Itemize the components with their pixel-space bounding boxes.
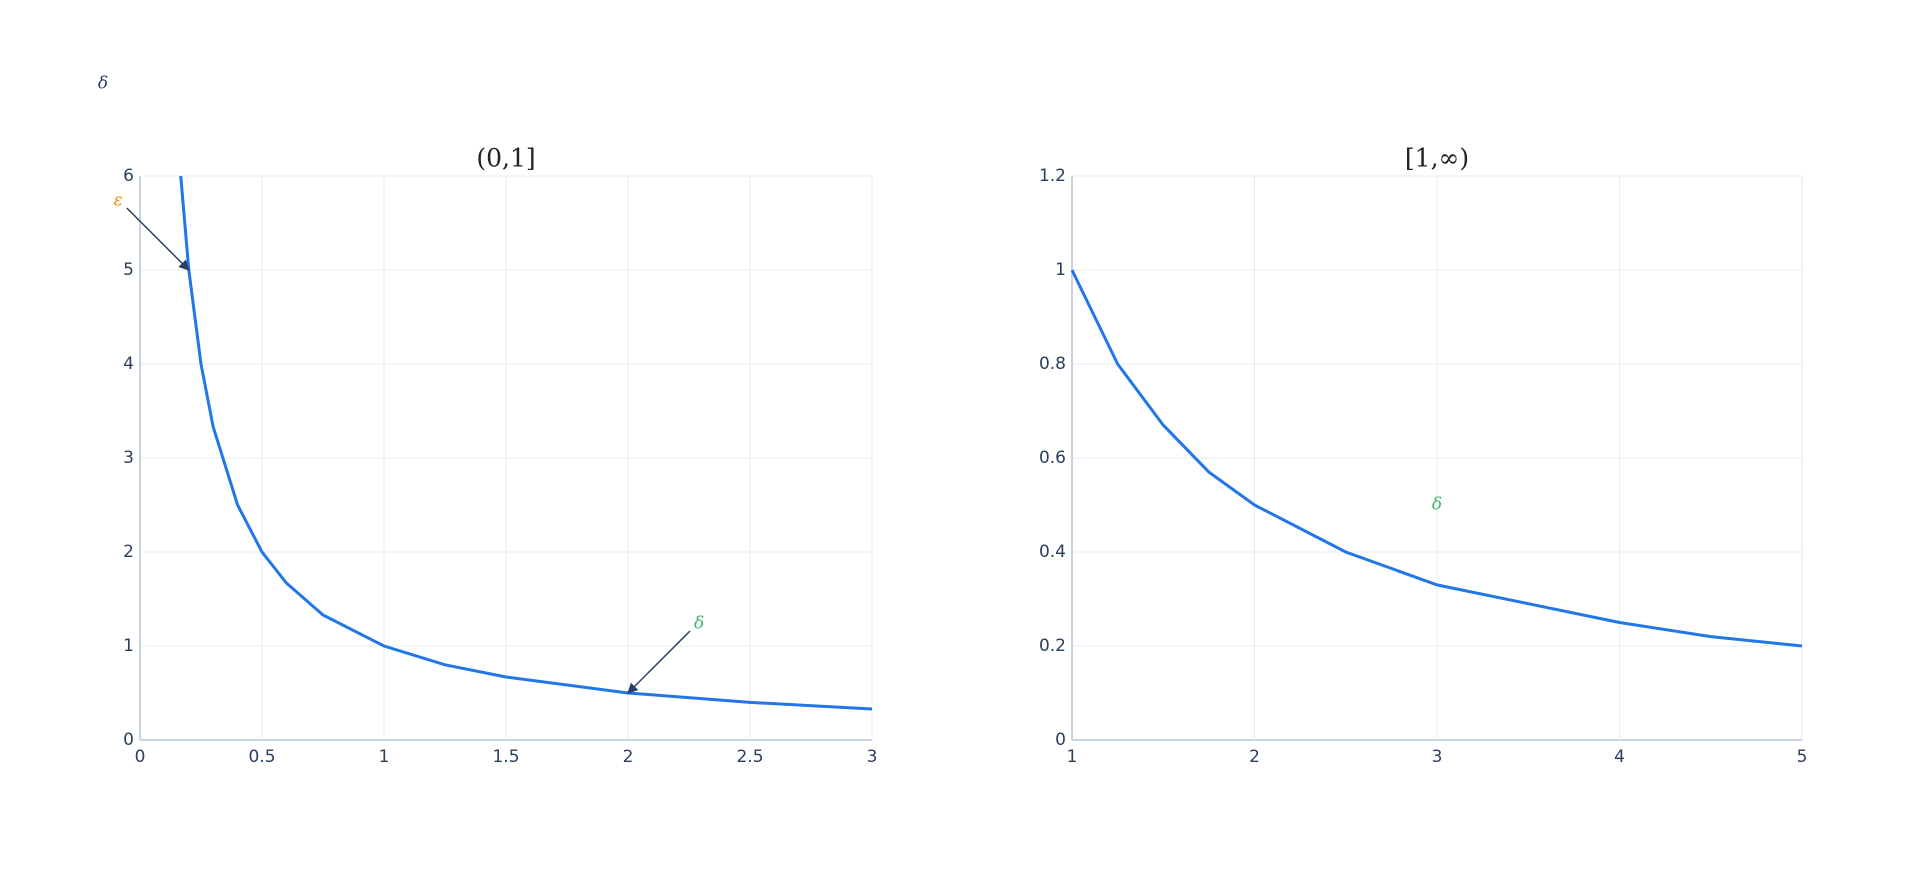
y-tick-label: 0 [1055,730,1066,750]
x-tick-label: 3 [1432,747,1443,767]
y-tick-label: 0.8 [1039,354,1066,374]
x-tick-label: 5 [1797,747,1808,767]
x-tick-label: 2 [1249,747,1260,767]
y-tick-label: 1 [123,636,134,656]
annotation-arrow [126,207,190,271]
annotation: δ [694,614,704,634]
y-tick-label: 6 [123,166,134,186]
x-tick-label: 0.5 [248,747,275,767]
x-tick-label: 1 [379,747,390,767]
y-tick-label: 0.2 [1039,636,1066,656]
y-tick-label: 2 [123,542,134,562]
x-tick-label: 3 [867,747,878,767]
y-tick-label: 0 [123,730,134,750]
x-tick-label: 2 [623,747,634,767]
x-tick-label: 1.5 [492,747,519,767]
y-tick-label: 1.2 [1039,166,1066,186]
line [179,175,873,711]
annotation-arrow [627,630,691,694]
x-tick-label: 4 [1614,747,1625,767]
x-tick-label: 1 [1067,747,1078,767]
x-tick-label: 0 [135,747,146,767]
annotation: ε [114,191,123,211]
subplot-title: [1,∞) [1405,144,1469,173]
y-tick-label: 1 [1055,260,1066,280]
figure-title: δ [98,74,108,94]
y-tick-label: 5 [123,260,134,280]
y-tick-label: 3 [123,448,134,468]
x-tick-label: 2.5 [736,747,763,767]
line [1070,269,1803,648]
annotation: δ [1432,495,1442,515]
y-tick-label: 4 [123,354,134,374]
subplot-title: (0,1] [476,144,535,173]
y-tick-label: 0.4 [1039,542,1066,562]
y-tick-label: 0.6 [1039,448,1066,468]
